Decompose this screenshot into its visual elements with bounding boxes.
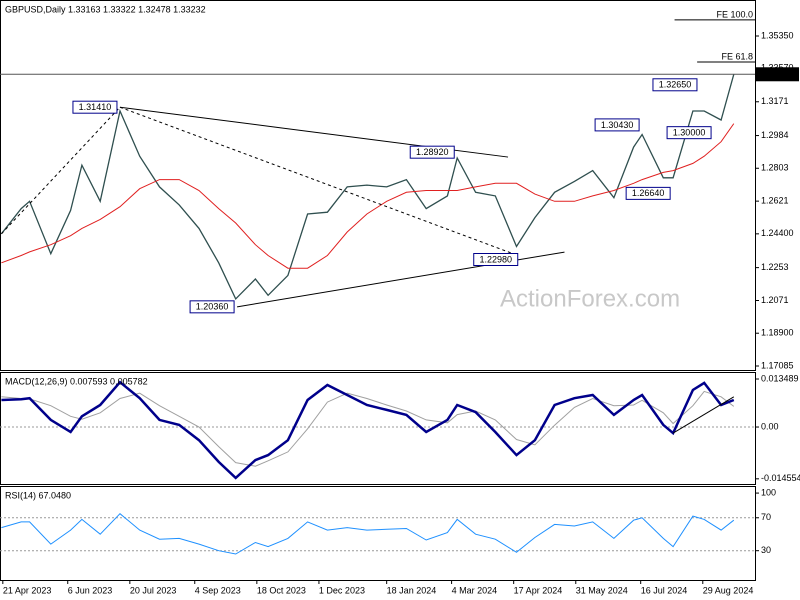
price-label: 1.30430 xyxy=(601,120,634,130)
y-tick-label: 1.2071 xyxy=(761,295,789,305)
price-label-box xyxy=(625,186,671,200)
y-tick-label: 1.18900 xyxy=(761,328,794,338)
trend-line xyxy=(1,106,121,235)
x-tick-label: 21 Apr 2023 xyxy=(3,585,52,595)
x-tick-label: 18 Jan 2024 xyxy=(387,585,437,595)
series-line xyxy=(1,513,735,555)
trend-line xyxy=(119,106,517,256)
price-label: 1.26640 xyxy=(632,188,665,198)
y-tick-label: 1.35350 xyxy=(761,30,794,40)
price-label: 1.31410 xyxy=(79,102,112,112)
y-tick-label: 0.00 xyxy=(761,421,779,431)
y-tick-label: 1.24400 xyxy=(761,228,794,238)
price-label-box xyxy=(189,300,235,314)
x-tick-label: 17 Apr 2024 xyxy=(514,585,563,595)
price-label-box xyxy=(666,126,712,140)
fib-label: FE 100.0 xyxy=(716,9,753,19)
panel-frame xyxy=(0,0,756,371)
y-tick-label: 70 xyxy=(761,512,771,522)
price-label-box xyxy=(652,78,698,92)
x-tick-label: 31 May 2024 xyxy=(576,585,628,595)
price-label-box xyxy=(409,145,455,159)
price-label-box xyxy=(594,118,640,132)
series-line xyxy=(1,390,735,467)
x-tick-label: 4 Mar 2024 xyxy=(452,585,498,595)
x-tick-label: 1 Dec 2023 xyxy=(319,585,365,595)
current-price-label: 1.33232 xyxy=(760,69,793,79)
x-tick-label: 20 Jul 2023 xyxy=(130,585,177,595)
y-tick-label: 1.2803 xyxy=(761,163,789,173)
series-line xyxy=(0,74,735,301)
x-tick-label: 18 Oct 2023 xyxy=(257,585,306,595)
watermark: ActionForex.com xyxy=(500,285,680,312)
price-label: 1.30000 xyxy=(673,128,706,138)
current-price-box xyxy=(756,67,799,82)
price-label: 1.32650 xyxy=(659,80,692,90)
panel-title: GBPUSD,Daily 1.33163 1.33322 1.32478 1.3… xyxy=(5,4,206,14)
y-tick-label: 1.17085 xyxy=(761,360,794,370)
y-tick-label: -0.014554 xyxy=(761,473,800,483)
x-tick-label: 16 Jul 2024 xyxy=(641,585,688,595)
y-tick-label: 100 xyxy=(761,487,776,497)
trend-line xyxy=(672,396,735,434)
panel-frame xyxy=(0,372,756,485)
x-tick-label: 6 Jun 2023 xyxy=(68,585,113,595)
series-line xyxy=(1,380,735,480)
price-label-box xyxy=(473,253,519,267)
series-line xyxy=(1,123,735,269)
y-tick-label: 1.2984 xyxy=(761,130,789,140)
y-tick-label: 30 xyxy=(761,545,771,555)
price-label: 1.20360 xyxy=(196,302,229,312)
price-label-box xyxy=(72,100,118,114)
y-tick-label: 0.013489 xyxy=(761,373,799,383)
x-tick-label: 4 Sep 2023 xyxy=(195,585,241,595)
y-tick-label: 1.2621 xyxy=(761,196,789,206)
price-label: 1.22980 xyxy=(479,254,512,264)
price-label: 1.28920 xyxy=(416,147,449,157)
y-tick-label: 1.2253 xyxy=(761,262,789,272)
panel-title: RSI(14) 67.0480 xyxy=(5,490,71,500)
panel-frame xyxy=(0,486,756,581)
panel-title: MACD(12,26,9) 0.007593 0.005782 xyxy=(5,376,148,386)
fib-label: FE 61.8 xyxy=(721,51,753,61)
x-tick-label: 29 Aug 2024 xyxy=(703,585,754,595)
y-tick-label: 1.3171 xyxy=(761,96,789,106)
